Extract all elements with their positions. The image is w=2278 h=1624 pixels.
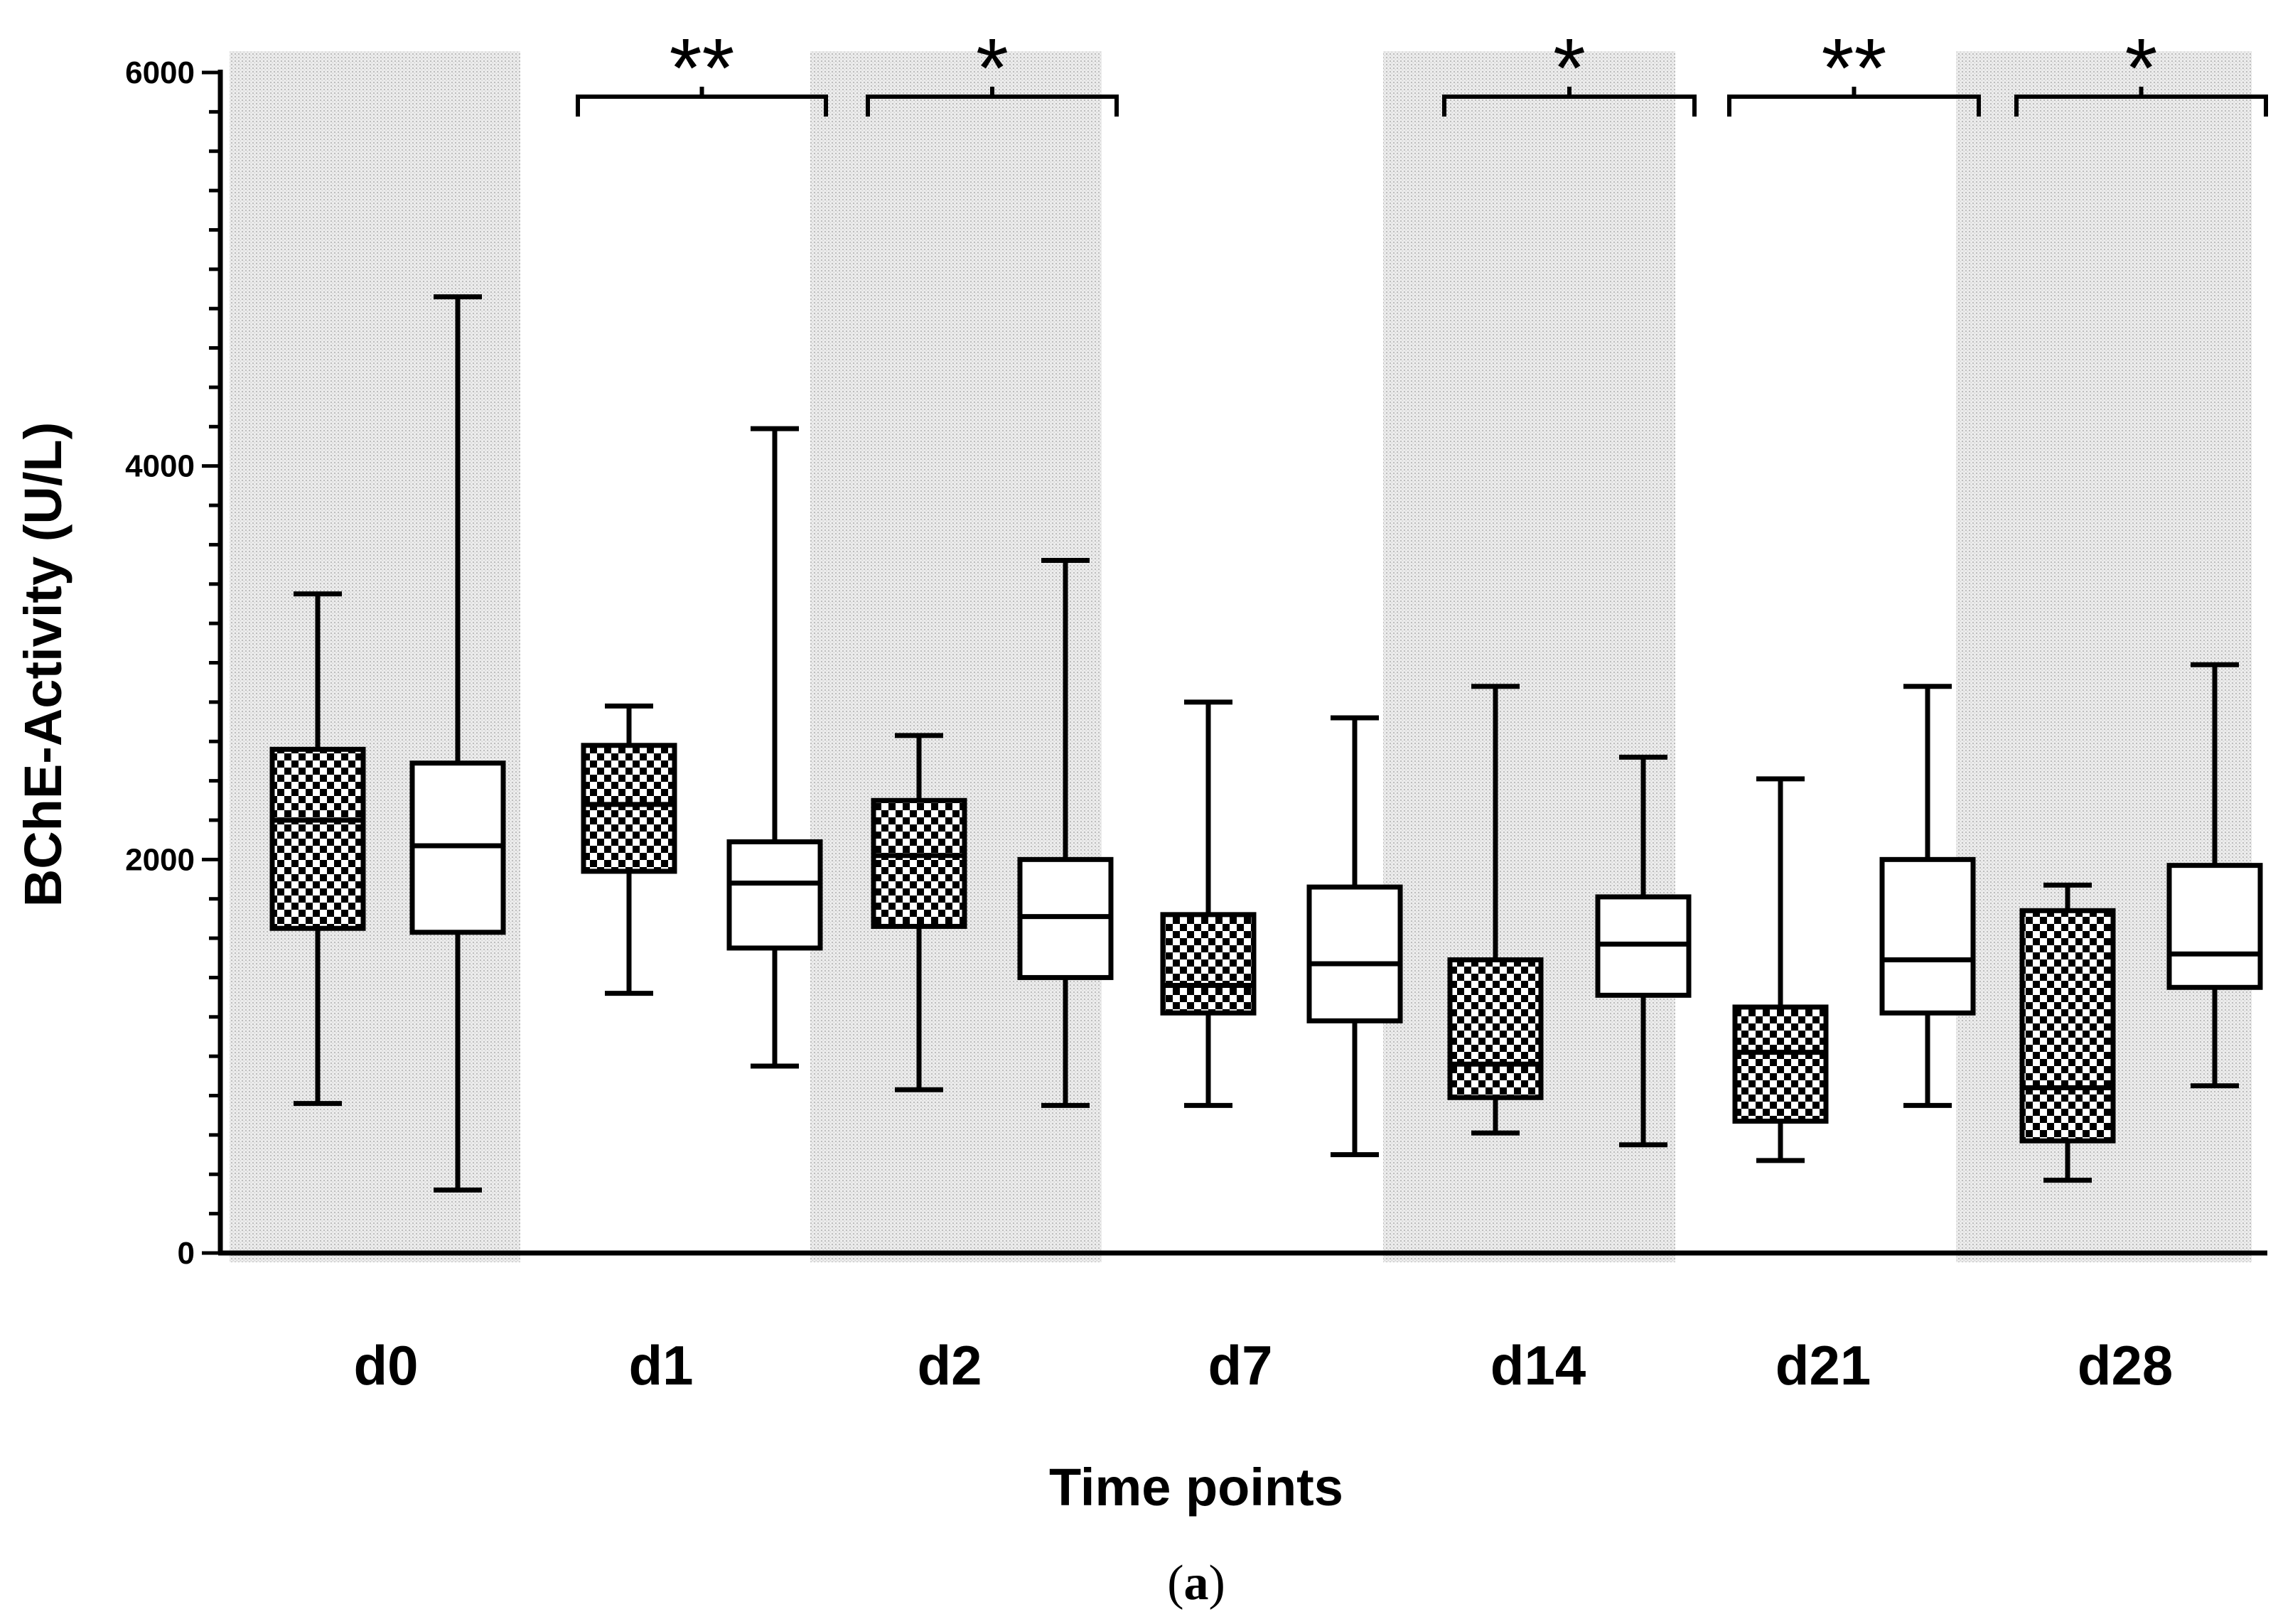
significance-bracket [1727, 87, 1981, 117]
significance-label: * [976, 21, 1009, 115]
significance-brackets: ** * * ** * [576, 21, 2268, 117]
box-d28-series2 [2166, 662, 2263, 1089]
iqr-box [269, 746, 366, 931]
box-d28-series1 [2019, 882, 2116, 1183]
y-tick-label: 2000 [125, 842, 195, 877]
significance-bracket [866, 87, 1119, 117]
significance-d2: * [866, 21, 1119, 117]
box-d14-series2 [1595, 754, 1692, 1148]
x-category-label: d21 [1775, 1334, 1871, 1397]
box-d2-series1 [871, 733, 967, 1092]
significance-d21: ** [1727, 21, 1981, 117]
significance-label: * [1553, 21, 1586, 115]
significance-bracket [576, 87, 828, 117]
iqr-box [581, 743, 677, 874]
significance-d28: * [2014, 21, 2268, 117]
box-d14-series1 [1447, 684, 1544, 1136]
x-category-label: d2 [917, 1334, 982, 1397]
iqr-box [1879, 856, 1976, 1016]
boxes [269, 294, 2263, 1193]
y-axis-title: BChE-Activity (U/L) [14, 422, 72, 907]
significance-d1: ** [576, 21, 828, 117]
figure-caption: (a) [1167, 1556, 1225, 1610]
iqr-box [1160, 912, 1257, 1016]
box-d21-series1 [1732, 776, 1829, 1163]
iqr-box [1732, 1004, 1829, 1124]
y-tick-label: 0 [178, 1236, 195, 1271]
significance-label: ** [1822, 21, 1887, 115]
y-tick-label: 6000 [125, 55, 195, 90]
shaded-band [230, 51, 520, 1262]
caption-open-paren: ( [1167, 1556, 1183, 1610]
x-axis-title: Time points [1049, 1458, 1343, 1517]
box-d1-series1 [581, 703, 677, 996]
iqr-box [1447, 957, 1544, 1100]
box-d0-series2 [409, 294, 506, 1193]
x-category-label: d7 [1208, 1334, 1272, 1397]
iqr-box [726, 839, 823, 951]
iqr-box [2019, 908, 2116, 1144]
significance-bracket [1442, 87, 1697, 117]
shaded-bands [230, 51, 2252, 1262]
x-category-labels: d0 d1 d2 d7 d14 d21 d28 [353, 1334, 2173, 1397]
x-category-label: d28 [2078, 1334, 2173, 1397]
x-category-label: d14 [1490, 1334, 1586, 1397]
shaded-band [810, 51, 1102, 1262]
x-category-label: d0 [353, 1334, 418, 1397]
caption-close-paren: ) [1209, 1556, 1225, 1610]
x-category-label: d1 [628, 1334, 693, 1397]
box-d0-series1 [269, 591, 366, 1107]
iqr-box [2166, 863, 2263, 990]
significance-label: ** [670, 21, 735, 115]
box-d1-series2 [726, 426, 823, 1069]
y-tick-label: 4000 [125, 449, 195, 484]
box-d7-series1 [1160, 699, 1257, 1108]
significance-d14: * [1442, 21, 1697, 117]
box-d2-series2 [1017, 558, 1114, 1108]
box-d21-series2 [1879, 684, 1976, 1108]
iqr-box [1306, 884, 1403, 1023]
box-d7-series2 [1306, 715, 1403, 1158]
significance-bracket [2014, 87, 2268, 117]
significance-label: * [2125, 21, 2158, 115]
caption-letter: a [1184, 1556, 1209, 1610]
iqr-box [871, 797, 967, 929]
y-axis: 0 2000 4000 6000 [125, 55, 2267, 1271]
